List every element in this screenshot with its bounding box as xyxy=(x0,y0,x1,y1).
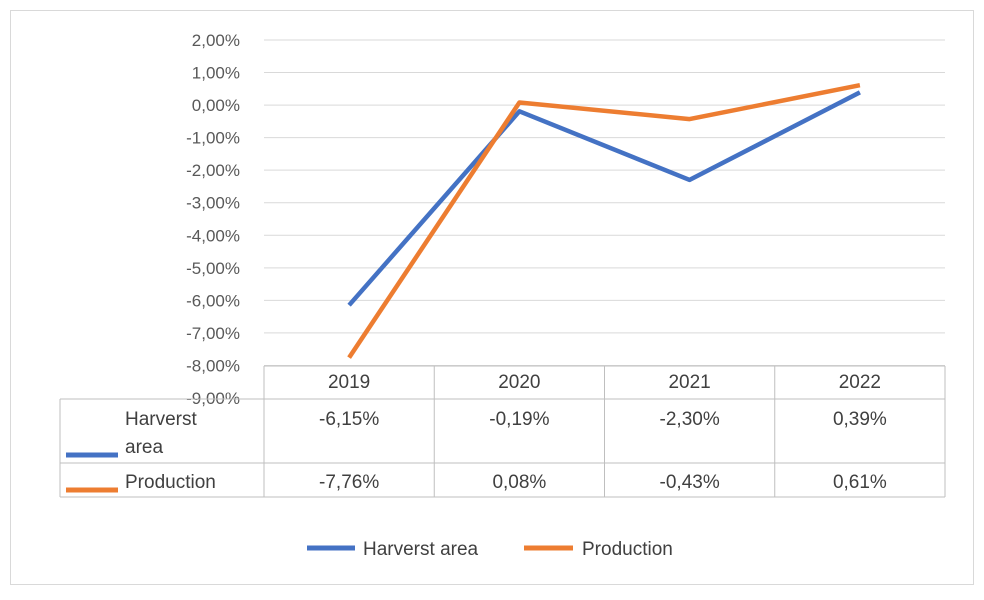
y-tick-label: -6,00% xyxy=(186,291,240,310)
row-label-harverst-area: area xyxy=(125,437,163,458)
y-tick-label: 2,00% xyxy=(192,31,240,50)
y-tick-label: 1,00% xyxy=(192,64,240,83)
y-tick-label: -3,00% xyxy=(186,194,240,213)
category-label-2022: 2022 xyxy=(839,372,881,393)
y-tick-label: 0,00% xyxy=(192,96,240,115)
data-value-production: -7,76% xyxy=(319,472,379,493)
y-tick-label: -2,00% xyxy=(186,161,240,180)
y-tick-label: -5,00% xyxy=(186,259,240,278)
row-label-production: Production xyxy=(125,472,216,493)
data-value-production: -0,43% xyxy=(660,472,720,493)
y-axis-tick-labels: 2,00% 1,00% 0,00% -1,00% -2,00% -3,00% -4,00% -… xyxy=(186,31,240,408)
category-label-2020: 2020 xyxy=(498,372,540,393)
category-label-2021: 2021 xyxy=(668,372,710,393)
y-tick-label: -7,00% xyxy=(186,324,240,343)
legend: Harverst area Production xyxy=(307,539,673,560)
data-value-production: 0,61% xyxy=(833,472,887,493)
y-tick-label: -8,00% xyxy=(186,356,240,375)
gridlines xyxy=(264,39,945,366)
y-tick-label: -4,00% xyxy=(186,226,240,245)
series-line-harverst-area xyxy=(347,90,861,307)
data-value-harverst-area: -2,30% xyxy=(660,409,720,430)
series-line-production xyxy=(347,82,861,359)
data-value-harverst-area: -6,15% xyxy=(319,409,379,430)
category-label-2019: 2019 xyxy=(328,372,370,393)
data-value-harverst-area: -0,19% xyxy=(489,409,549,430)
legend-label-production: Production xyxy=(582,539,673,560)
data-table: 2019 2020 2021 2022 Harverst area -6,15% -0,19%… xyxy=(59,365,946,498)
data-value-production: 0,08% xyxy=(492,472,546,493)
legend-label-harverst-area: Harverst area xyxy=(363,539,479,560)
series-lines xyxy=(347,82,861,359)
chart-frame xyxy=(10,10,974,585)
row-label-harverst-area: Harverst xyxy=(125,409,198,430)
data-value-harverst-area: 0,39% xyxy=(833,409,887,430)
y-tick-label: -1,00% xyxy=(186,129,240,148)
